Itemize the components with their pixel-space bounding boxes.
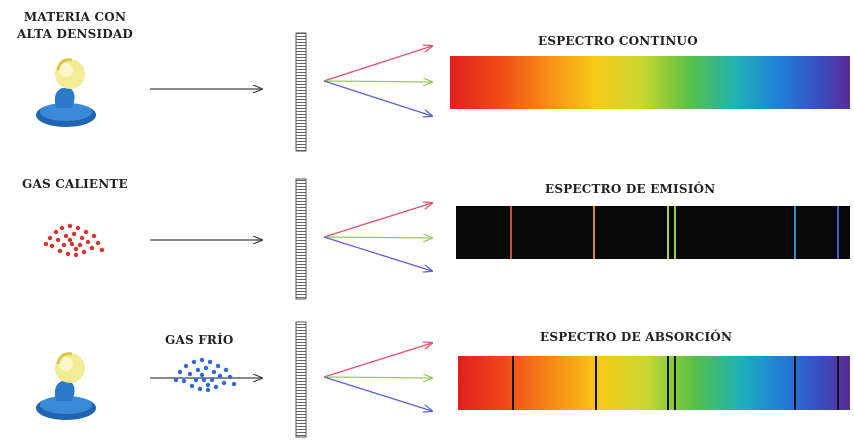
lamp-icon — [36, 352, 96, 420]
emission-spectrum-bar — [456, 206, 850, 259]
emission-lines — [510, 206, 839, 259]
dispersed-rays-1 — [323, 46, 432, 116]
diffraction-grating-1 — [295, 32, 307, 152]
absorption-spectrum-bar — [458, 356, 850, 410]
diffraction-grating-3 — [295, 321, 307, 438]
label-cold-gas: GAS FRÍO — [165, 333, 234, 347]
label-absorption-spectrum: ESPECTRO DE ABSORCIÓN — [540, 330, 733, 344]
label-dense-matter: MATERIA CON ALTA DENSIDAD — [0, 9, 150, 43]
label-dense-matter-line2: ALTA DENSIDAD — [16, 27, 134, 41]
cold-gas-cloud-icon — [173, 357, 237, 393]
label-emission-spectrum: ESPECTRO DE EMISIÓN — [545, 182, 716, 196]
continuous-spectrum-bar — [450, 56, 850, 109]
dispersed-rays-3 — [323, 343, 432, 411]
lamp-icon — [36, 58, 96, 127]
label-continuous-spectrum: ESPECTRO CONTINUO — [538, 34, 698, 48]
diffraction-grating-2 — [295, 178, 307, 300]
dispersed-rays-2 — [323, 203, 432, 271]
hot-gas-cloud-icon — [43, 223, 105, 258]
absorption-lines — [512, 356, 839, 410]
label-hot-gas: GAS CALIENTE — [22, 177, 128, 191]
label-dense-matter-line1: MATERIA CON — [23, 10, 127, 24]
